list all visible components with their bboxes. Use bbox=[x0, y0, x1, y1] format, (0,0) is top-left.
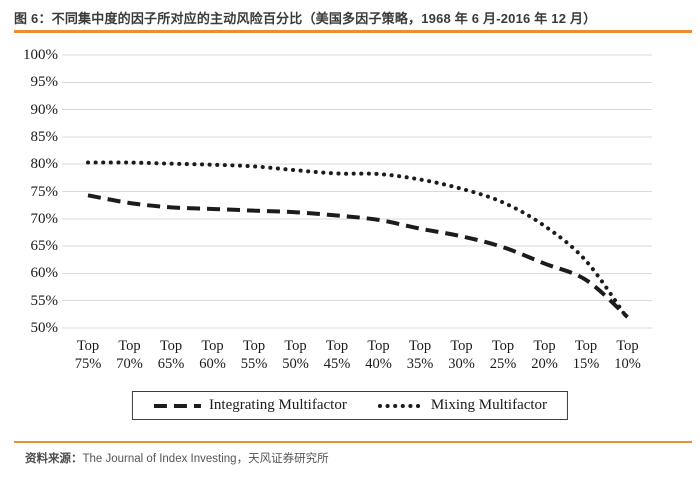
x-axis-tick-line: Top bbox=[76, 338, 100, 354]
series-line-integrating bbox=[87, 193, 629, 319]
x-axis-tick-label: Top 55% bbox=[231, 337, 277, 373]
x-axis-tick-line: Top bbox=[574, 338, 598, 354]
x-axis-tick-label: Top 60% bbox=[190, 337, 236, 373]
x-axis-tick-line: 60% bbox=[199, 356, 226, 372]
x-axis-tick-label: Top 45% bbox=[314, 337, 360, 373]
x-axis-tick-line: Top bbox=[118, 338, 141, 354]
y-axis-tick-label: 55% bbox=[30, 292, 59, 309]
legend-label-mixing: Mixing Multifactor bbox=[430, 397, 548, 413]
y-axis-tick-label: 75% bbox=[30, 183, 59, 200]
x-axis-tick-line: 20% bbox=[531, 356, 558, 372]
source-label: 资料来源： bbox=[25, 453, 83, 465]
figure-title: 图 6：不同集中度的因子所对应的主动风险百分比（美国多因子策略，1968 年 6… bbox=[14, 11, 597, 26]
x-axis-tick-line: Top bbox=[201, 338, 224, 354]
x-axis-tick-label: Top 50% bbox=[273, 337, 319, 373]
x-axis-tick-line: 75% bbox=[74, 356, 102, 372]
y-axis-tick-label: 65% bbox=[30, 238, 59, 255]
x-axis-tick-line: Top bbox=[284, 338, 307, 354]
x-axis-tick-line: Top bbox=[616, 338, 639, 354]
x-axis-tick-line: 50% bbox=[282, 356, 309, 372]
x-axis-tick-line: 45% bbox=[323, 356, 351, 372]
x-axis-tick-label: Top 10% bbox=[605, 337, 651, 373]
x-axis-tick-label: Top 15% bbox=[563, 337, 609, 373]
x-axis-tick-label: Top 70% bbox=[107, 337, 153, 373]
x-axis-tick-label: Top 25% bbox=[480, 337, 526, 373]
x-axis-tick-label: Top 40% bbox=[356, 337, 402, 373]
x-axis-tick-line: 70% bbox=[116, 356, 143, 372]
y-axis-tick-label: 50% bbox=[30, 320, 59, 336]
x-axis-tick-line: Top bbox=[450, 338, 473, 354]
y-axis-tick-label: 100% bbox=[23, 47, 58, 63]
x-axis-tick-line: 35% bbox=[406, 356, 434, 372]
chart-canvas bbox=[62, 54, 652, 329]
y-axis-tick-label: 70% bbox=[30, 210, 59, 227]
x-axis-tick-line: 40% bbox=[365, 356, 392, 372]
x-axis-tick-line: Top bbox=[367, 338, 390, 354]
y-axis-tick-label: 85% bbox=[30, 128, 59, 145]
legend-item-mixing: Mixing Multifactor bbox=[377, 397, 547, 414]
legend-item-integrating: Integrating Multifactor bbox=[153, 397, 347, 414]
dotted-line-sample-icon bbox=[377, 403, 423, 408]
title-underline bbox=[14, 30, 692, 33]
x-axis-tick-line: Top bbox=[242, 338, 266, 354]
x-axis-tick-label: Top 75% bbox=[65, 337, 111, 373]
x-axis-tick-label: Top 65% bbox=[148, 337, 194, 373]
y-axis-tick-label: 60% bbox=[30, 265, 59, 282]
legend-label-integrating: Integrating Multifactor bbox=[208, 397, 347, 413]
source-note: 资料来源：The Journal of Index Investing，天风证券… bbox=[25, 450, 329, 466]
x-axis-tick-line: Top bbox=[533, 338, 556, 354]
chart-legend: Integrating Multifactor Mixing Multifact… bbox=[131, 391, 569, 420]
x-axis-tick-line: Top bbox=[491, 338, 515, 354]
x-axis-tick-line: Top bbox=[159, 338, 183, 354]
y-axis-tick-label: 90% bbox=[30, 101, 59, 118]
x-axis-tick-line: 25% bbox=[489, 356, 517, 372]
dashed-line-sample-icon bbox=[153, 403, 201, 408]
x-axis-tick-label: Top 20% bbox=[522, 337, 568, 373]
y-axis-tick-label: 80% bbox=[30, 156, 59, 173]
x-axis-tick-line: 10% bbox=[614, 356, 641, 372]
y-axis-tick-label: 95% bbox=[30, 74, 59, 91]
x-axis-tick-line: 65% bbox=[157, 356, 185, 372]
x-axis-tick-line: 15% bbox=[572, 356, 600, 372]
source-body: The Journal of Index Investing，天风证券研究所 bbox=[82, 453, 329, 465]
x-axis-tick-label: Top 35% bbox=[397, 337, 443, 373]
x-axis-tick-line: Top bbox=[325, 338, 349, 354]
series-line-mixing bbox=[86, 160, 630, 321]
x-axis-tick-label: Top 30% bbox=[439, 337, 485, 373]
x-axis-tick-line: 55% bbox=[240, 356, 268, 372]
footer-rule bbox=[14, 441, 692, 443]
x-axis-tick-line: Top bbox=[408, 338, 432, 354]
x-axis-tick-line: 30% bbox=[448, 356, 475, 372]
